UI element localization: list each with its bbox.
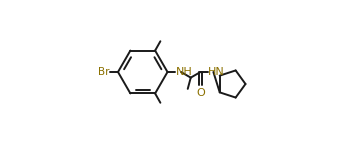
Text: NH: NH	[176, 67, 192, 77]
Text: HN: HN	[208, 67, 225, 77]
Text: O: O	[196, 88, 205, 98]
Text: Br: Br	[98, 67, 109, 77]
